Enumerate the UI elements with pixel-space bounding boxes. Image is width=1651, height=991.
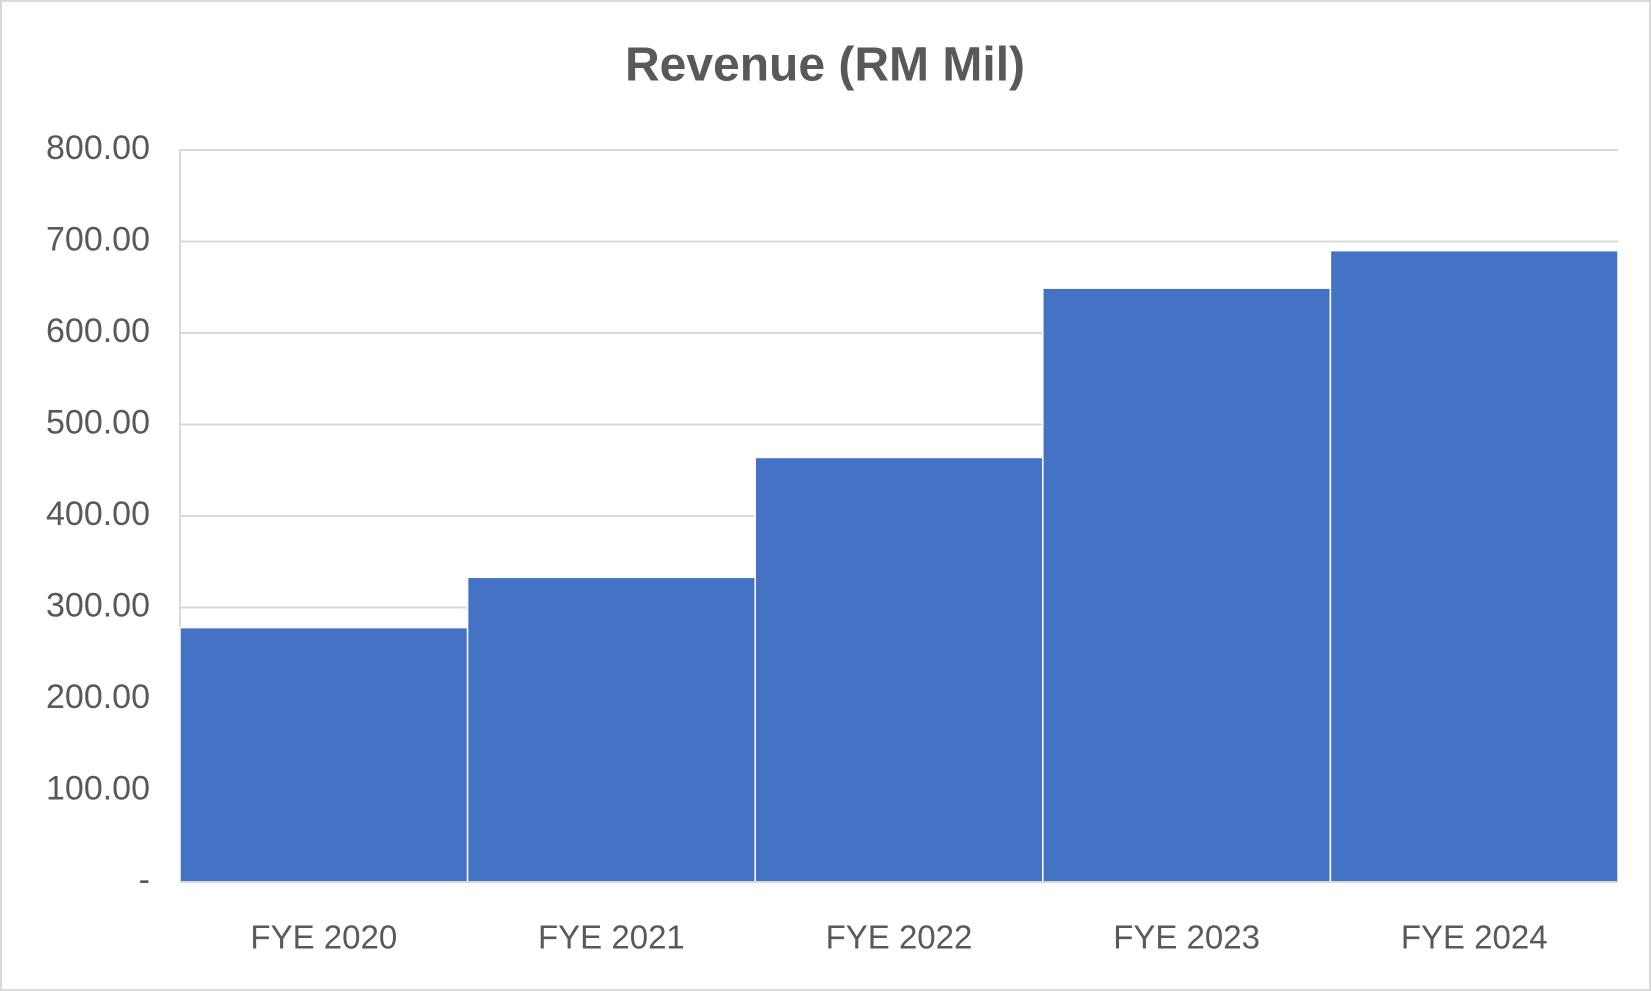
y-tick-label: 400.00: [46, 495, 150, 533]
y-tick-label: 500.00: [46, 403, 150, 441]
x-tick-label: FYE 2021: [538, 919, 685, 956]
x-tick-label: FYE 2020: [250, 919, 397, 956]
bar: [466, 576, 756, 883]
bar: [179, 626, 469, 883]
y-tick-label: 700.00: [46, 220, 150, 258]
y-tick-label: 600.00: [46, 312, 150, 350]
x-tick-label: FYE 2022: [826, 919, 973, 956]
y-tick-label: 200.00: [46, 678, 150, 716]
x-tick-label: FYE 2024: [1401, 919, 1548, 956]
y-tick-label: 100.00: [46, 769, 150, 807]
x-tick-label: FYE 2023: [1113, 919, 1260, 956]
chart-title: Revenue (RM Mil): [625, 39, 1025, 92]
y-tick-label: 800.00: [46, 129, 150, 167]
y-tick-label: 300.00: [46, 586, 150, 624]
bar: [1042, 287, 1332, 883]
bar: [754, 456, 1044, 883]
bar: [1329, 249, 1619, 883]
y-tick-label: -: [139, 861, 150, 899]
